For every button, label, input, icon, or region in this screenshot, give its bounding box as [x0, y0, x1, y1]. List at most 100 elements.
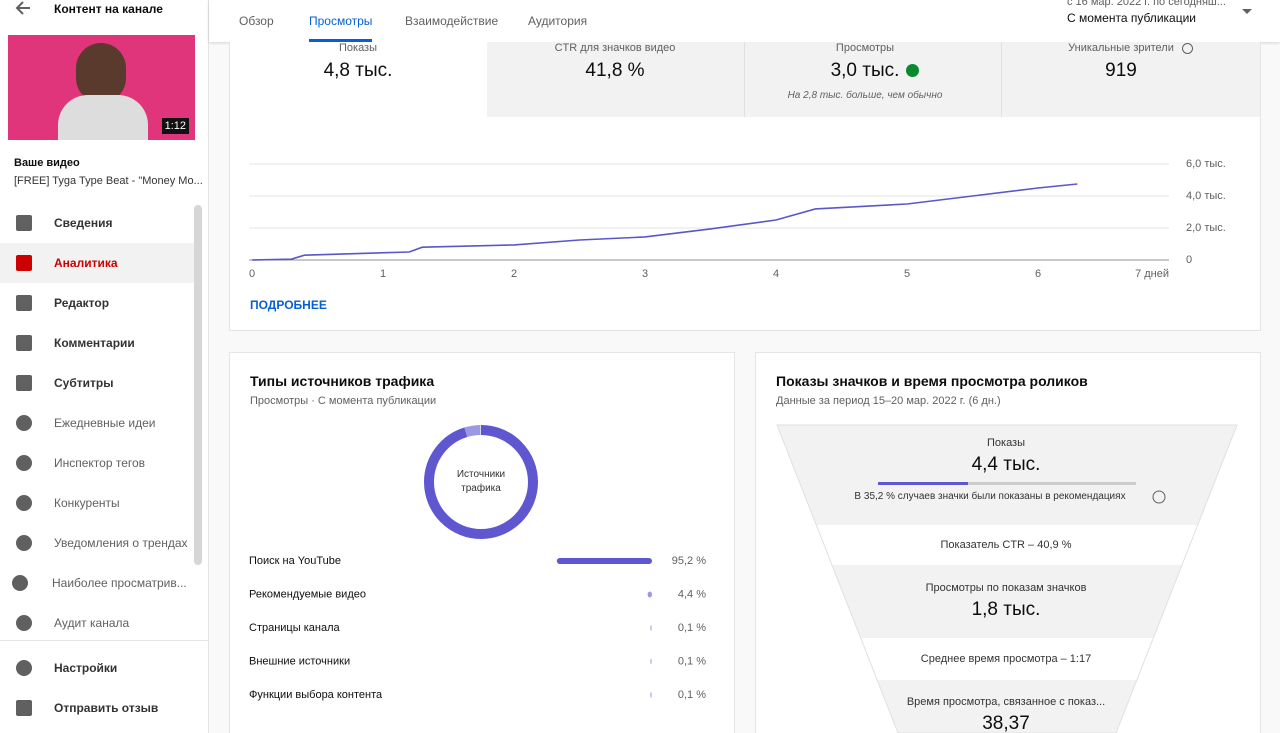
funnel-stage-value: 4,4 тыс.	[971, 454, 1041, 475]
metric-value: 41,8 %	[585, 60, 645, 81]
menu-label: Комментарии	[54, 336, 135, 350]
sidebar: Контент на канале 1:12 Ваше видео [FREE]…	[0, 0, 209, 733]
trend-up-icon	[906, 64, 919, 77]
menu-icon	[16, 335, 32, 351]
funnel-stage-note: В 35,2 % случаев значки были показаны в …	[854, 491, 1126, 502]
tab[interactable]: Обзор	[239, 14, 274, 28]
back-arrow[interactable]	[14, 0, 32, 18]
menu-item[interactable]: Комментарии	[0, 323, 195, 363]
metric-value: 919	[1105, 60, 1137, 81]
video-thumbnail[interactable]: 1:12	[8, 35, 195, 140]
menu-label: Субтитры	[54, 376, 114, 390]
video-title: [FREE] Tyga Type Beat - "Money Mo...	[14, 175, 203, 187]
traffic-source-label: Страницы канала	[249, 622, 340, 634]
metric-label: Показы	[338, 42, 378, 54]
footer-item[interactable]: Отправить отзыв	[0, 688, 195, 728]
menu-item[interactable]: Субтитры	[0, 363, 195, 403]
funnel-stage-label: Показы	[986, 437, 1026, 449]
y-tick-label: 4,0 тыс.	[1186, 190, 1226, 202]
x-tick-label: 4	[773, 268, 779, 280]
views-line	[251, 183, 1078, 261]
x-tick-label: 6	[1035, 268, 1041, 280]
x-tick-label: 2	[511, 268, 517, 280]
menu-icon	[16, 535, 32, 551]
traffic-value: 4,4 %	[678, 588, 706, 600]
metric-value: 3,0 тыс.	[830, 60, 900, 81]
y-tick-label: 2,0 тыс.	[1186, 222, 1226, 234]
footer-label: Отправить отзыв	[54, 701, 159, 715]
traffic-card: Типы источников трафика Просмотры · С мо…	[229, 352, 735, 733]
menu-icon	[16, 255, 32, 271]
funnel-stage-label: Среднее время просмотра – 1:17	[920, 653, 1092, 665]
funnel-stage-value: 1,8 тыс.	[971, 599, 1041, 620]
menu-icon	[16, 295, 32, 311]
overview-card: Показы 4,8 тыс. CTR для значков видео 41,8 …	[229, 42, 1261, 331]
menu-item[interactable]: Аналитика	[0, 243, 195, 283]
tab[interactable]: Взаимодействие	[405, 14, 499, 28]
menu-item[interactable]: Наиболее просматрив...	[0, 563, 195, 603]
menu-label: Редактор	[54, 296, 110, 310]
menu-item[interactable]: Редактор	[0, 283, 195, 323]
views-chart: 0 2,0 тыс. 4,0 тыс. 6,0 тыс. 0 1 2 3 4 5 6 7 дней	[249, 158, 1226, 280]
menu-label: Ежедневные идеи	[54, 416, 156, 430]
scrollbar[interactable]	[194, 205, 202, 565]
menu-label: Инспектор тегов	[54, 456, 146, 470]
y-tick-label: 6,0 тыс.	[1186, 158, 1226, 170]
menu-icon	[16, 615, 32, 631]
tab[interactable]: Аудитория	[528, 14, 588, 28]
menu-label: Аналитика	[54, 256, 118, 270]
menu-label: Конкуренты	[54, 496, 120, 510]
header: Обзор Просмотры Взаимодействие Аудитория с …	[209, 0, 1280, 42]
funnel-shape	[776, 424, 1238, 733]
funnel-subtitle: Данные за период 15–20 мар. 2022 г. (6 д…	[776, 395, 1001, 407]
traffic-value: 95,2 %	[672, 555, 706, 567]
tab-underline	[309, 39, 372, 42]
traffic-bar	[647, 591, 652, 598]
traffic-bar	[556, 558, 652, 564]
dropdown-arrow[interactable]	[1241, 8, 1253, 16]
traffic-source-label: Функции выбора контента	[249, 689, 383, 701]
menu-item[interactable]: Уведомления о трендах	[0, 523, 195, 563]
funnel-stage-label: Время просмотра, связанное с показ...	[906, 696, 1106, 708]
menu-item[interactable]: Сведения	[0, 203, 195, 243]
metric-label: Просмотры	[835, 42, 895, 54]
menu-icon	[12, 575, 28, 591]
traffic-source-label: Внешние источники	[249, 655, 350, 667]
sidebar-title: Контент на канале	[54, 2, 163, 16]
donut-segment	[424, 425, 538, 539]
divider	[0, 640, 208, 641]
traffic-source-label: Поиск на YouTube	[249, 555, 341, 567]
more-link[interactable]: ПОДРОБНЕЕ	[250, 298, 327, 312]
video-label: Ваше видео	[14, 157, 80, 169]
x-tick-label: 3	[642, 268, 648, 280]
traffic-value: 0,1 %	[678, 689, 706, 701]
traffic-chart: Поиск на YouTube 95,2 % Рекомендуемые виде…	[249, 425, 706, 701]
x-tick-label: 7 дней	[1135, 268, 1169, 280]
date-range-label[interactable]: С момента публикации	[1067, 11, 1196, 25]
footer-icon	[16, 660, 32, 676]
menu-label: Наиболее просматрив...	[52, 576, 187, 590]
funnel-stage-label: Показатель CTR – 40,9 %	[940, 539, 1072, 551]
metric-note: На 2,8 тыс. больше, чем обычно	[787, 90, 943, 101]
menu-item[interactable]: Конкуренты	[0, 483, 195, 523]
x-tick-label: 5	[904, 268, 910, 280]
menu-icon	[16, 215, 32, 231]
traffic-bar	[650, 692, 652, 698]
funnel-stage-label: Просмотры по показам значков	[925, 582, 1087, 594]
menu-icon	[16, 375, 32, 391]
footer-icon	[16, 700, 32, 716]
menu-item[interactable]: Инспектор тегов	[0, 443, 195, 483]
traffic-bar	[650, 658, 652, 665]
footer-item[interactable]: Настройки	[0, 648, 195, 688]
menu-label: Аудит канала	[54, 616, 130, 630]
menu-item[interactable]: Аудит канала	[0, 603, 195, 643]
menu-icon	[16, 455, 32, 471]
traffic-subtitle: Просмотры · С момента публикации	[250, 395, 437, 407]
menu-label: Сведения	[54, 216, 113, 230]
metric-label: CTR для значков видео	[554, 42, 676, 54]
menu-item[interactable]: Ежедневные идеи	[0, 403, 195, 443]
traffic-value: 0,1 %	[678, 622, 706, 634]
tab[interactable]: Просмотры	[309, 14, 373, 28]
date-period: с 16 мар. 2022 г. по сегодняш...	[1067, 0, 1226, 8]
traffic-source-label: Рекомендуемые видео	[249, 588, 366, 600]
